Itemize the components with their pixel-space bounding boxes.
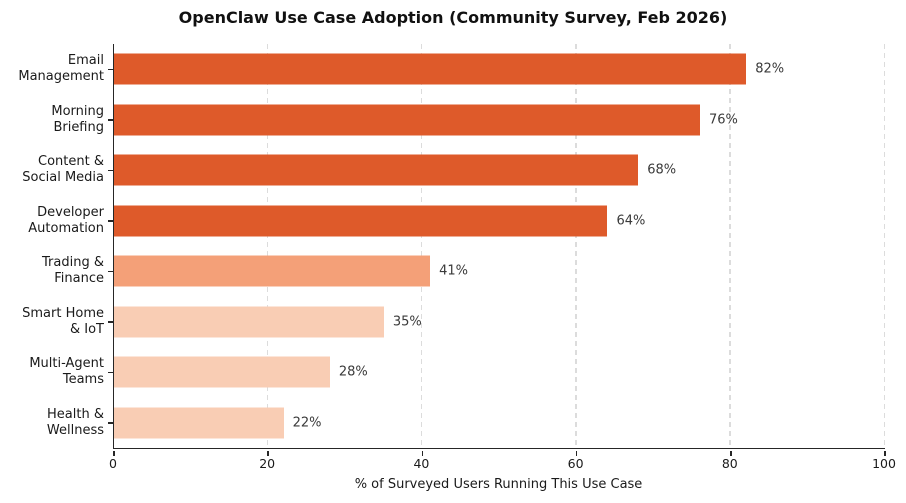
bar [114,255,431,287]
x-axis-title: % of Surveyed Users Running This Use Cas… [354,477,643,492]
y-tick-mark [107,169,113,171]
grid-line [420,44,423,448]
x-tick-mark [884,451,886,456]
x-tick-label: 0 [109,456,117,471]
x-tick-mark [113,451,115,456]
bar-value-label: 68% [647,162,677,178]
bar-value-label: 28% [338,364,368,380]
grid-line [266,44,269,448]
y-tick-mark [107,68,113,70]
bar-row: 82% [107,44,885,95]
bar-row: 64% [107,196,885,247]
category-label: Morning Briefing [51,103,104,135]
category-label: Trading & Finance [42,255,104,287]
category-label: Multi-Agent Teams [29,356,104,388]
bar [114,104,700,136]
y-tick-mark [107,321,113,323]
category-label: Health & Wellness [46,406,104,438]
x-tick-mark [730,451,732,456]
y-tick-mark [107,119,113,121]
x-tick-label: 80 [721,456,738,471]
x-tick-mark [575,451,578,456]
bar-value-label: 64% [616,213,646,229]
bar-row: 76% [107,95,885,146]
y-tick-mark [107,422,113,424]
x-tick-label: 100 [872,456,896,471]
category-label: Content & Social Media [22,154,104,186]
grid-line [883,44,885,448]
plot-area: 82% 76% 68% 64% 41% 35% 28% 22% [107,44,886,456]
bar-row: 68% [107,145,885,196]
bar [114,154,639,186]
category-label: Smart Home & IoT [22,305,104,337]
category-label: Email Management [18,53,104,85]
bar [114,53,747,85]
bar [114,205,608,237]
bar-value-label: 35% [392,314,422,330]
bar [114,356,330,388]
x-tick-labels: 0 20 40 60 80 100 [109,456,896,472]
bar-value-label: 82% [755,61,785,77]
bar-value-label: 76% [708,112,738,128]
x-tick-label: 40 [413,456,430,471]
bar-row: 35% [107,297,885,348]
bar-row: 22% [107,398,885,449]
grid-line [729,44,731,448]
y-tick-mark [107,371,113,373]
x-tick-mark [267,451,269,456]
x-tick-label: 60 [567,456,584,471]
bar-value-label: 41% [439,263,469,279]
y-tick-mark [107,270,113,272]
bar-row: 41% [107,246,885,297]
bar-row: 28% [107,347,885,398]
x-tick-mark [421,451,424,456]
bar [114,306,384,338]
y-tick-mark [107,220,113,222]
bar [114,407,284,439]
x-tick-label: 20 [259,456,276,471]
bar-rows: 82% 76% 68% 64% 41% 35% 28% 22% [107,44,885,449]
bar-value-label: 22% [292,415,322,431]
y-axis-category-labels: Email Management Morning Briefing Content … [0,44,104,448]
category-label: Developer Automation [28,204,104,236]
grid-line [575,44,577,448]
chart-title: OpenClaw Use Case Adoption (Community Su… [178,8,728,27]
